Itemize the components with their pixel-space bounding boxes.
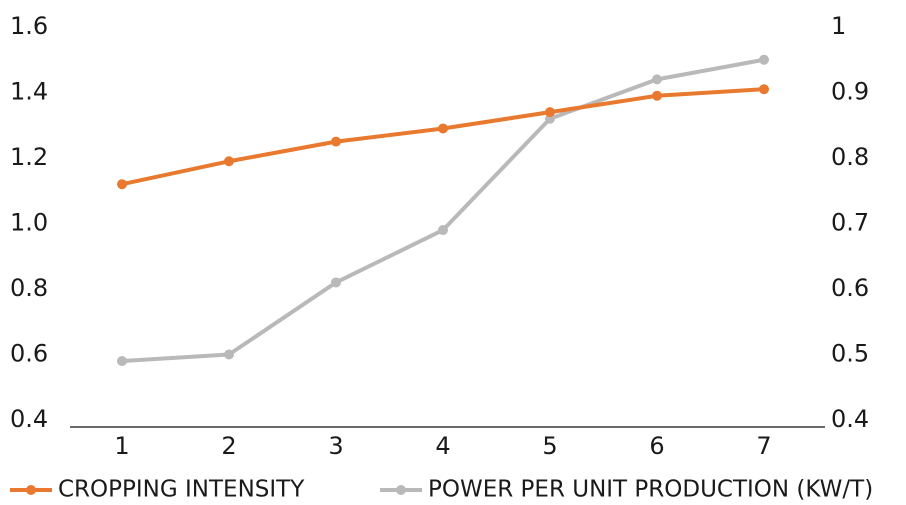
data-point [652,90,662,101]
data-point [438,225,448,236]
data-point [117,356,127,367]
legend-item-cropping-intensity: CROPPING INTENSITY [10,477,305,503]
series-line [120,87,766,187]
x-axis-ticks: 1 2 3 4 5 6 7 [114,432,771,460]
x-axis-tick-label: 3 [328,432,343,460]
x-axis-tick-label: 4 [435,432,450,460]
data-point [224,156,234,167]
data-point [331,277,341,288]
left-axis-tick-label: 1.4 [10,78,48,106]
data-point [438,123,448,134]
left-axis-tick-label: 1.6 [10,12,48,40]
data-point [117,179,127,190]
left-axis-tick-label: 0.4 [10,405,48,433]
x-axis-tick-label: 5 [542,432,557,460]
series-power-per-unit-production [117,54,769,367]
data-point [545,107,555,118]
legend: CROPPING INTENSITY POWER PER UNIT PRODUCT… [10,477,873,503]
data-point [759,84,769,95]
x-axis-tick-label: 1 [114,432,129,460]
right-axis-tick-label: 0.7 [831,209,869,237]
series-layer [117,54,769,367]
left-axis-ticks: 1.6 1.4 1.2 1.0 0.8 0.6 0.4 [10,12,48,433]
x-axis-tick-label: 2 [221,432,236,460]
right-axis-tick-label: 0.4 [831,405,869,433]
legend-swatch-marker [26,485,36,495]
legend-item-power-per-unit-production: POWER PER UNIT PRODUCTION (KW/T) [380,477,873,503]
legend-label: POWER PER UNIT PRODUCTION (KW/T) [428,477,873,503]
right-axis-tick-label: 0.9 [831,78,869,106]
series-cropping-intensity [117,84,769,190]
right-axis-tick-label: 0.5 [831,340,869,368]
data-point [224,349,234,360]
right-axis-tick-label: 0.6 [831,274,869,302]
left-axis-tick-label: 1.0 [10,209,48,237]
x-axis-tick-label: 7 [756,432,771,460]
data-point [759,54,769,65]
right-axis-tick-label: 1 [831,12,846,40]
data-point [652,74,662,85]
data-point [331,136,341,147]
right-axis-ticks: 1 0.9 0.8 0.7 0.6 0.5 0.4 [831,12,869,433]
legend-label: CROPPING INTENSITY [58,477,305,503]
legend-swatch-marker [396,485,406,495]
left-axis-tick-label: 0.8 [10,274,48,302]
right-axis-tick-label: 0.8 [831,143,869,171]
x-axis-tick-label: 6 [649,432,664,460]
left-axis-tick-label: 0.6 [10,340,48,368]
series-line [120,57,766,364]
left-axis-tick-label: 1.2 [10,143,48,171]
